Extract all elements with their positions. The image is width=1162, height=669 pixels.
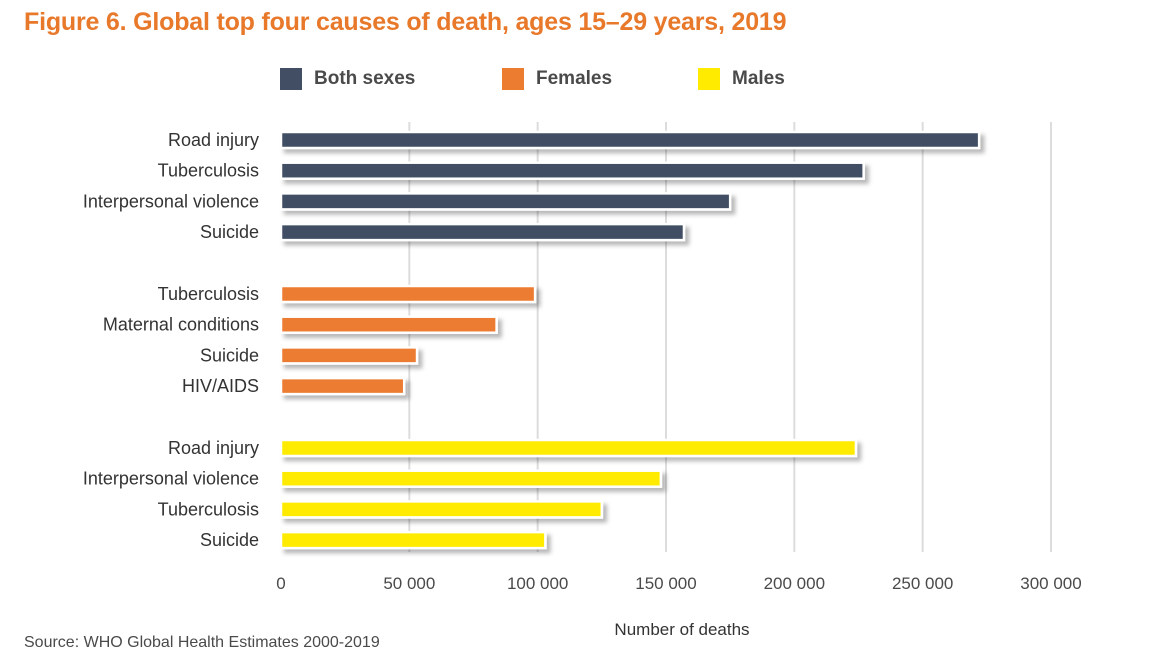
category-label-males-road-injury: Road injury [168, 438, 259, 458]
legend-label-males: Males [732, 68, 785, 89]
category-label-males-suicide: Suicide [200, 530, 259, 550]
bar-males-road-injury [279, 438, 858, 458]
category-label-males-tuberculosis: Tuberculosis [158, 499, 259, 519]
category-label-females-suicide: Suicide [200, 345, 259, 365]
bar-both-sexes-interpersonal-violence [279, 192, 732, 211]
bar-females-hiv-aids [279, 376, 406, 396]
legend-item-females: Females [502, 68, 612, 90]
legend-label-both-sexes: Both sexes [314, 68, 416, 89]
bar-males-tuberculosis [279, 500, 604, 519]
bars [279, 130, 981, 550]
category-labels: Road injury Tuberculosis Interpersonal vio… [83, 130, 259, 550]
bar-females-suicide [279, 346, 419, 365]
category-label-both-sexes-road-injury: Road injury [168, 130, 259, 150]
category-label-females-maternal-conditions: Maternal conditions [103, 315, 259, 335]
x-tick-label: 200 000 [764, 574, 825, 593]
bar-both-sexes-suicide [279, 222, 686, 242]
x-tick-label: 100 000 [507, 574, 568, 593]
x-tick-label: 150 000 [635, 574, 696, 593]
category-label-both-sexes-interpersonal-violence: Interpersonal violence [83, 191, 259, 211]
bar-males-suicide [279, 530, 547, 550]
bar-females-maternal-conditions [279, 315, 498, 334]
legend-item-both-sexes: Both sexes [280, 68, 415, 90]
x-tick-label: 300 000 [1020, 574, 1081, 593]
bar-both-sexes-tuberculosis [279, 161, 865, 180]
legend-label-females: Females [536, 68, 613, 89]
category-label-females-tuberculosis: Tuberculosis [158, 284, 259, 304]
legend-swatch-females [502, 68, 524, 90]
x-tick-label: 250 000 [892, 574, 953, 593]
source-note: Source: WHO Global Health Estimates 2000… [24, 634, 380, 651]
legend-item-males: Males [698, 68, 785, 90]
legend-swatch-both-sexes [280, 68, 302, 90]
category-label-females-hiv-aids: HIV/AIDS [182, 376, 259, 396]
bar-both-sexes-road-injury [279, 130, 981, 150]
category-label-both-sexes-suicide: Suicide [200, 222, 259, 242]
x-axis-title: Number of deaths [614, 620, 749, 639]
bar-males-interpersonal-violence [279, 469, 663, 488]
bar-females-tuberculosis [279, 284, 537, 304]
legend-swatch-males [698, 68, 720, 90]
category-label-both-sexes-tuberculosis: Tuberculosis [158, 161, 259, 181]
x-tick-label: 0 [276, 574, 285, 593]
category-label-males-interpersonal-violence: Interpersonal violence [83, 469, 259, 489]
chart-title: Figure 6. Global top four causes of deat… [24, 8, 787, 36]
x-tick-label: 50 000 [383, 574, 435, 593]
x-axis-ticks: 0 50 000 100 000 150 000 200 000 250 000 300 0… [276, 574, 1081, 593]
